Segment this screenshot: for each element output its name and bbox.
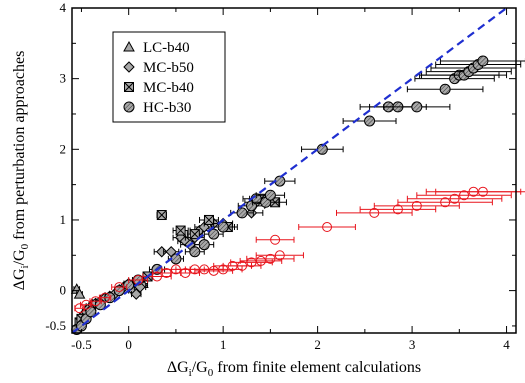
y-tick-label: 1 <box>60 212 67 227</box>
legend-label: LC-b40 <box>143 40 190 56</box>
legend-item: MC-b50 <box>123 60 194 76</box>
data-point <box>189 229 200 240</box>
legend-marker <box>124 82 134 92</box>
x-tick-label: 0 <box>125 337 132 352</box>
y-tick-label: 0 <box>60 283 67 298</box>
legend-item: MC-b40 <box>124 80 194 96</box>
data-point <box>217 221 229 233</box>
y-tick-label: 3 <box>60 71 67 86</box>
data-point <box>477 186 488 197</box>
y-tick-label: -0.5 <box>45 318 66 333</box>
data-point <box>459 190 470 201</box>
data-point <box>81 299 92 310</box>
y-tick-label: 2 <box>60 141 67 156</box>
data-point <box>208 228 220 240</box>
data-point <box>100 292 111 303</box>
data-point <box>322 222 333 233</box>
series-open-circle <box>74 186 525 314</box>
y-tick-label: 4 <box>60 0 67 15</box>
plot-frame <box>71 7 517 334</box>
data-point <box>85 306 97 318</box>
data-point <box>265 253 276 264</box>
data-point <box>255 255 266 266</box>
data-point <box>156 246 168 258</box>
data-point <box>113 285 125 297</box>
legend-label: MC-b50 <box>143 60 194 76</box>
data-point <box>411 101 423 113</box>
legend-label: HC-b30 <box>143 100 191 116</box>
legend-marker <box>123 101 135 113</box>
data-point <box>114 282 125 293</box>
data-point <box>439 83 451 95</box>
y-axis-title: ΔGi/G0 from perturbation approaches <box>11 51 31 291</box>
x-tick-label: 2 <box>314 337 321 352</box>
data-point <box>264 189 276 201</box>
data-point <box>411 200 422 211</box>
data-point <box>198 239 210 251</box>
data-point <box>73 288 86 299</box>
legend-marker <box>123 40 135 52</box>
data-point <box>175 225 186 236</box>
x-tick-label: 4 <box>503 337 510 352</box>
data-point <box>236 207 248 219</box>
data-point <box>74 303 85 314</box>
x-tick-label: 1 <box>220 337 227 352</box>
data-point <box>130 288 142 300</box>
data-point <box>189 246 201 258</box>
data-point <box>203 214 214 225</box>
x-tick-label: 3 <box>409 337 416 352</box>
series-circle-hatched <box>71 55 525 335</box>
legend-item: LC-b40 <box>123 40 190 56</box>
ticks-layer: -0.5 0 1 2 3 4 -0.5 0 1 2 3 4 <box>45 0 516 352</box>
x-tick-label: -0.5 <box>71 337 92 352</box>
data-point <box>270 234 281 245</box>
data-point <box>449 193 460 204</box>
legend-marker <box>123 61 135 73</box>
x-axis-title: ΔGi/G0 from finite element calculations <box>167 359 421 379</box>
legend-item: HC-b30 <box>123 100 191 116</box>
data-point <box>477 55 489 67</box>
data-point <box>364 115 376 127</box>
legend: LC-b40 MC-b50 MC-b40 HC-b30 <box>112 31 226 123</box>
data-point <box>90 296 101 307</box>
data-point <box>152 271 163 282</box>
legend-label: MC-b40 <box>143 80 194 96</box>
data-point <box>274 250 285 261</box>
data-point <box>156 210 167 221</box>
data-point <box>440 197 451 208</box>
data-point <box>246 257 257 268</box>
series-layer <box>70 55 525 335</box>
